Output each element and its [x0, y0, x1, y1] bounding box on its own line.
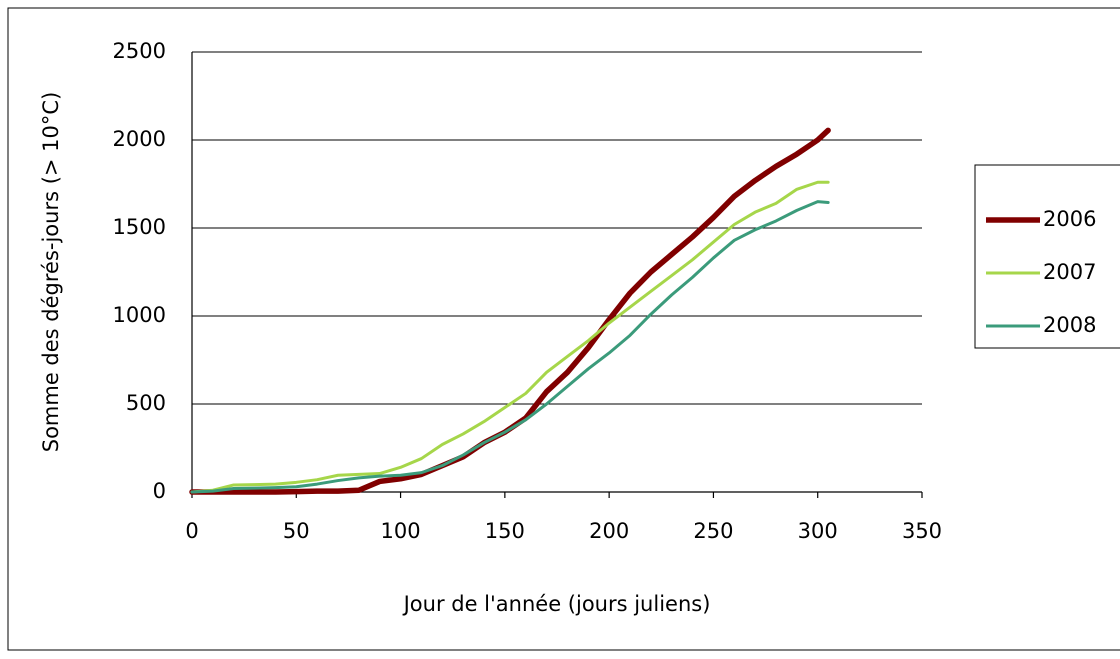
- x-tick-label: 0: [185, 519, 198, 543]
- x-tick-label: 50: [283, 519, 310, 543]
- legend-label: 2007: [1043, 260, 1096, 284]
- chart-frame: [7, 7, 1120, 651]
- x-tick-label: 150: [485, 519, 525, 543]
- y-axis-label: Somme des dégrés-jours (> 10°C): [39, 92, 63, 453]
- y-tick-label: 0: [153, 479, 166, 503]
- legend-label: 2006: [1043, 207, 1096, 231]
- legend-box: [974, 164, 1120, 349]
- y-tick-label: 2500: [113, 39, 166, 63]
- x-tick-label: 250: [693, 519, 733, 543]
- series-line: [190, 180, 830, 494]
- x-tick-label: 100: [381, 519, 421, 543]
- y-tick-label: 2000: [113, 127, 166, 151]
- x-axis-label: Jour de l'année (jours juliens): [402, 592, 711, 616]
- y-tick-label: 1000: [113, 303, 166, 327]
- series-line: [189, 127, 831, 495]
- x-tick-label: 300: [798, 519, 838, 543]
- y-tick-label: 1500: [113, 215, 166, 239]
- x-tick-label: 200: [589, 519, 629, 543]
- x-tick-label: 350: [902, 519, 942, 543]
- y-tick-label: 500: [126, 391, 166, 415]
- legend-label: 2008: [1043, 313, 1096, 337]
- series-line: [190, 200, 830, 494]
